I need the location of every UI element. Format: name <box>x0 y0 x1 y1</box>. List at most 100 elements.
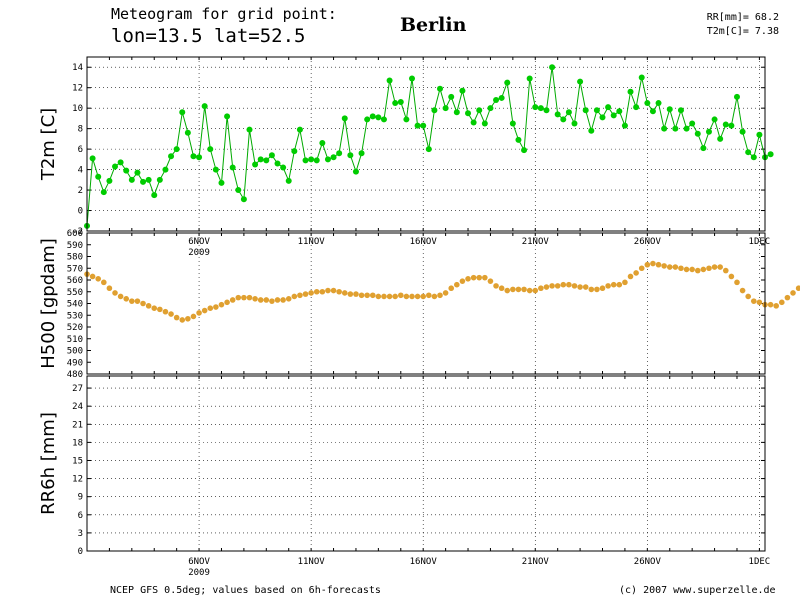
y-tick-label: 21 <box>72 420 83 430</box>
h500-point <box>487 278 494 284</box>
t2m-point <box>106 177 113 184</box>
t2m-point <box>112 163 119 170</box>
h500-point <box>538 285 544 292</box>
y-tick-label: 500 <box>67 347 83 357</box>
y-tick-label: 12 <box>72 475 83 485</box>
t2m-point <box>414 122 421 129</box>
h500-point <box>571 283 578 289</box>
y-tick-label: 490 <box>67 358 83 368</box>
h500-point <box>369 292 376 299</box>
t2m-point <box>621 122 628 129</box>
t2m-point <box>218 179 225 186</box>
h500-point <box>190 313 197 320</box>
t2m-point <box>655 100 662 107</box>
t2m-point <box>537 105 544 112</box>
h500-point <box>476 274 483 281</box>
h500-point <box>790 290 796 296</box>
h500-point <box>711 264 718 270</box>
h500-point <box>493 283 499 289</box>
t2m-point <box>493 96 500 103</box>
h500-point <box>364 292 370 299</box>
t2m-point <box>184 129 191 136</box>
x-date-label: 16NOV <box>410 557 438 567</box>
h500-point <box>655 261 662 268</box>
t2m-point <box>156 176 163 183</box>
y-tick-label: 550 <box>67 288 83 298</box>
t2m-point <box>380 116 387 123</box>
y-tick-label: 27 <box>72 384 83 394</box>
t2m-point <box>375 114 382 121</box>
t2m-point <box>190 153 197 160</box>
t2m-point <box>319 139 326 146</box>
h500-point <box>358 292 365 299</box>
x-date-label: 21NOV <box>522 557 550 567</box>
h500-point <box>750 298 757 304</box>
t2m-point <box>509 120 516 127</box>
h500-point <box>773 303 780 309</box>
h500-point <box>291 293 298 300</box>
h500-point <box>246 294 253 301</box>
h500-point <box>117 293 124 300</box>
t2m-point <box>330 154 337 161</box>
axis-title: RR6h [mm] <box>38 412 59 515</box>
t2m-point <box>459 87 466 94</box>
h500-point <box>420 293 426 300</box>
h500-point <box>392 293 398 300</box>
t2m-point <box>123 167 130 174</box>
axis-title: H500 [gpdam] <box>38 238 59 369</box>
h500-point <box>795 285 800 292</box>
h500-point <box>168 311 174 317</box>
h500-point <box>213 304 219 310</box>
t2m-point <box>554 111 561 118</box>
h500-point <box>140 300 146 307</box>
footer-copyright: (c) 2007 www.superzelle.de <box>619 585 776 596</box>
h500-point <box>756 299 763 306</box>
h500-point <box>274 297 281 303</box>
t2m-point <box>291 148 298 155</box>
h500-point <box>560 281 567 288</box>
t2m-point <box>700 145 707 152</box>
h500-point <box>252 296 258 302</box>
y-tick-label: 580 <box>67 253 83 263</box>
t2m-point <box>196 154 203 161</box>
h500-point <box>302 291 309 297</box>
t2m-point <box>717 135 724 142</box>
h500-point <box>549 283 555 289</box>
t2m-point <box>369 113 376 120</box>
header-title: Meteogram for grid point: <box>111 5 337 23</box>
h500-point <box>594 286 600 293</box>
t2m-point <box>610 112 617 119</box>
h500-point <box>722 267 729 274</box>
t2m-point <box>577 78 584 85</box>
y-tick-label: 2 <box>78 186 83 196</box>
h500-point <box>633 270 639 276</box>
y-tick-label: 10 <box>72 104 83 114</box>
h500-point <box>375 293 382 300</box>
h500-point <box>263 297 270 303</box>
t2m-point <box>134 169 141 176</box>
h500-point <box>162 308 169 315</box>
y-tick-label: 480 <box>67 370 83 380</box>
h500-point <box>297 292 303 299</box>
h500-point <box>470 274 477 281</box>
t2m-point <box>745 149 752 156</box>
t2m-point <box>666 106 673 113</box>
t2m-point <box>207 146 214 153</box>
t2m-point <box>117 159 124 166</box>
y-tick-label: 6 <box>78 511 83 521</box>
t2m-point <box>201 103 208 110</box>
t2m-point <box>336 150 343 157</box>
t2m-point <box>162 166 169 173</box>
h500-point <box>353 291 359 297</box>
t2m-point <box>308 156 315 163</box>
h500-point <box>409 293 415 300</box>
t2m-point <box>661 125 668 132</box>
t2m-point <box>358 150 365 157</box>
y-tick-label: 0 <box>78 547 83 557</box>
t2m-point <box>257 156 264 163</box>
t2m-point <box>565 109 572 116</box>
h500-point <box>196 310 202 316</box>
t2m-point <box>739 128 746 135</box>
x-date-label: 11NOV <box>298 557 326 567</box>
